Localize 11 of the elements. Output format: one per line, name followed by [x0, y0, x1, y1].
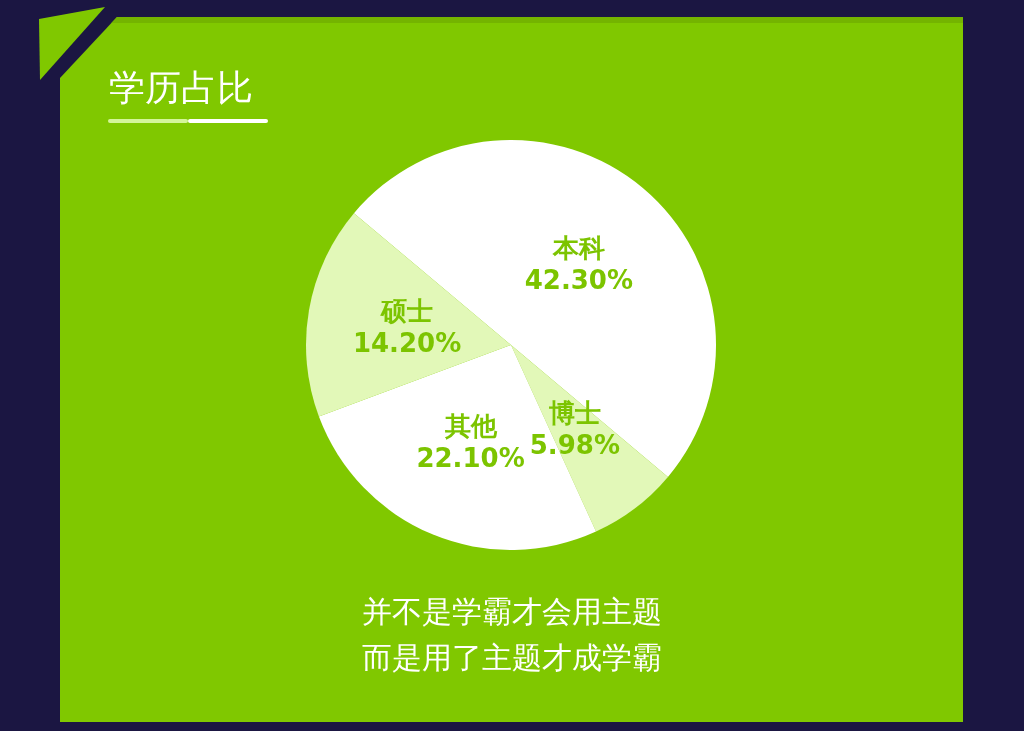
data-label: 5.98%	[529, 430, 620, 460]
data-label: 42.30%	[524, 265, 633, 296]
data-label: 22.10%	[416, 443, 525, 474]
text: 而是用了主题才成学霸	[362, 639, 662, 675]
text: 并不是学霸才会用主题	[362, 593, 662, 629]
slice-label: 博士	[547, 398, 601, 428]
slice-label: 其他	[443, 411, 498, 442]
data-label: 14.20%	[352, 328, 462, 359]
chart-title: 学历占比	[109, 66, 253, 108]
slice-label: 本科	[551, 233, 605, 264]
slice-label: 硕士	[380, 296, 434, 327]
